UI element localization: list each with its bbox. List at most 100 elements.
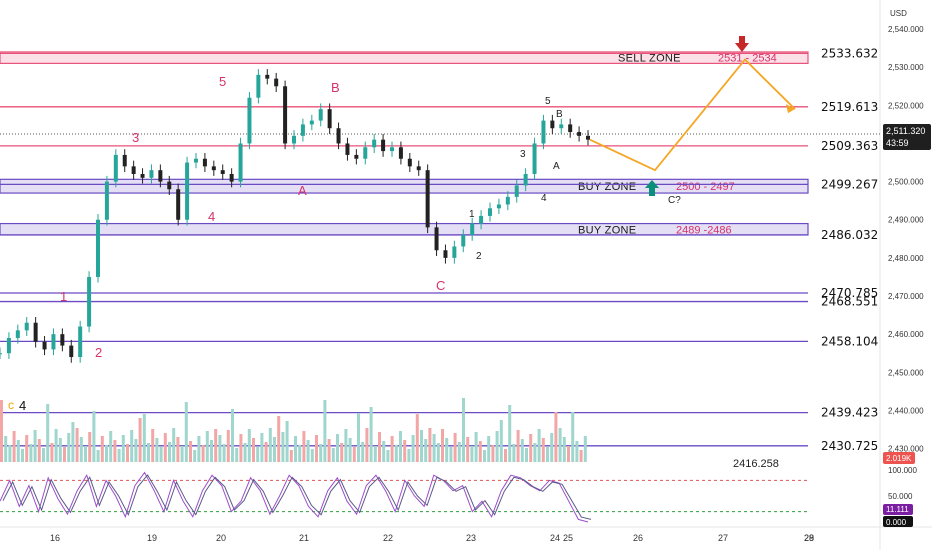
volume-bar-117: [491, 445, 495, 462]
volume-bar-6: [25, 435, 29, 462]
level-label-3: 2499.267: [821, 177, 878, 191]
candle-body-42: [372, 139, 377, 148]
volume-bar-72: [302, 431, 306, 462]
volume-bar-114: [478, 441, 482, 462]
volume-badge: [883, 452, 915, 464]
x-tick-2: 20: [216, 533, 226, 543]
volume-bar-54: [226, 430, 230, 462]
volume-badge-text: 2.019K: [886, 454, 912, 463]
volume-bar-31: [130, 430, 134, 462]
candle-body-26: [229, 173, 234, 182]
candle-body-50: [443, 250, 448, 258]
volume-bar-22: [92, 411, 96, 462]
volume-bar-59: [247, 429, 251, 462]
wave-label-1: 1: [60, 289, 67, 304]
candle-body-4: [33, 322, 38, 342]
volume-bar-21: [88, 432, 92, 462]
current-price-badge: [883, 124, 931, 150]
candle-body-40: [354, 154, 359, 159]
countdown-text: 43:59: [886, 138, 909, 148]
volume-bar-55: [231, 409, 234, 462]
volume-bar-81: [340, 443, 344, 462]
corner-c-label: c: [8, 398, 14, 412]
y-tick-1: 2,530.000: [888, 63, 924, 72]
subwave-label-b: B: [556, 109, 563, 120]
sell-arrow-icon: [735, 36, 749, 52]
candle-body-27: [238, 143, 243, 182]
zone-label-1: BUY ZONE: [578, 181, 636, 193]
volume-bar-43: [180, 446, 184, 462]
stoch-d-badge: [883, 516, 913, 527]
volume-bar-102: [428, 428, 432, 462]
zone-range-2: 2489 -2486: [676, 224, 732, 236]
subwave-label-3: 3: [520, 149, 526, 160]
volume-layer: [0, 398, 587, 462]
volume-bar-136: [571, 412, 575, 462]
volume-bar-120: [504, 449, 507, 462]
volume-bar-109: [457, 442, 461, 462]
volume-bar-116: [487, 436, 491, 462]
candle-body-51: [452, 246, 457, 258]
x-tick-9: 27: [718, 533, 728, 543]
volume-bar-125: [525, 448, 528, 462]
volume-bar-111: [466, 437, 470, 462]
candle-body-21: [185, 162, 190, 220]
volume-bar-51: [214, 429, 218, 462]
volume-bar-41: [172, 428, 176, 462]
candle-body-57: [505, 196, 510, 205]
candle-body-7: [60, 334, 65, 346]
stoch-k-badge: [883, 504, 913, 515]
volume-bar-62: [260, 433, 264, 462]
volume-bar-95: [399, 431, 402, 462]
candle-body-1: [6, 337, 11, 354]
volume-bar-129: [541, 438, 545, 462]
volume-bar-112: [470, 446, 474, 462]
candle-body-64: [568, 124, 573, 133]
candle-body-25: [220, 170, 225, 174]
y-tick-2: 2,520.000: [888, 101, 924, 110]
zones-layer: SELL ZONE 2531 - 2534 BUY ZONE 2500 - 2497 B…: [0, 51, 809, 236]
volume-bar-48: [201, 445, 205, 462]
volume-bar-60: [252, 438, 255, 462]
subwave-label-4: 4: [541, 193, 547, 204]
volume-bar-77: [323, 400, 327, 462]
volume-bar-38: [159, 447, 163, 462]
candle-body-56: [496, 204, 501, 209]
candle-body-55: [488, 208, 492, 216]
volume-bar-25: [105, 445, 108, 462]
candle-body-3: [24, 322, 29, 331]
level-label-1: 2519.613: [821, 100, 878, 114]
volume-bar-97: [407, 449, 411, 462]
volume-bar-70: [294, 436, 297, 462]
zone-label-2: BUY ZONE: [578, 224, 636, 236]
zone-range-1: 2500 - 2497: [676, 181, 735, 193]
candle-body-23: [202, 158, 207, 167]
volume-bar-33: [138, 418, 142, 462]
volume-bar-89: [373, 446, 377, 462]
candle-body-49: [434, 227, 439, 251]
volume-bar-9: [37, 439, 41, 462]
x-tick-3: 21: [299, 533, 309, 543]
volume-bar-7: [29, 444, 33, 462]
volume-bar-135: [567, 446, 570, 462]
volume-bar-84: [352, 447, 356, 462]
volume-bar-46: [193, 450, 197, 462]
candles-layer: [0, 69, 590, 363]
candle-body-53: [470, 223, 475, 235]
volume-bar-73: [306, 440, 310, 462]
levels-layer: 2533.632 2519.613 2509.363 2499.267 2486.032…: [0, 46, 878, 453]
level-label-8: 2439.423: [821, 406, 878, 420]
stoch-d-text: 0.000: [886, 518, 907, 527]
stoch-d-line: [2, 474, 592, 520]
volume-bar-3: [12, 431, 16, 462]
volume-bar-5: [21, 449, 24, 462]
x-tick-4: 22: [383, 533, 393, 543]
candle-body-16: [140, 173, 145, 178]
candle-body-66: [586, 135, 590, 140]
volume-bar-134: [562, 437, 566, 462]
volume-bar-74: [310, 449, 314, 462]
candle-body-41: [363, 147, 368, 159]
volume-bar-26: [109, 431, 113, 462]
volume-bar-87: [365, 428, 369, 462]
